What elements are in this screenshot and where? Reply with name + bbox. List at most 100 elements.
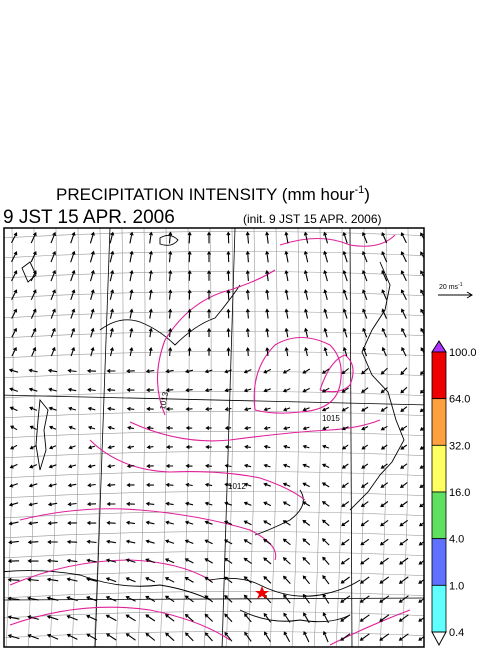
wind-arrow [304, 346, 309, 357]
wind-arrow [359, 633, 370, 641]
colorbar-label: 1.0 [449, 580, 464, 592]
wind-arrow [87, 406, 96, 411]
wind-arrow [145, 614, 156, 622]
wind-arrow [168, 308, 173, 319]
wind-arrow [380, 406, 388, 412]
map: 1013 1015 1012 [4, 228, 424, 647]
wind-arrow [86, 539, 97, 544]
wind-arrow [205, 426, 212, 430]
wind-arrow [381, 327, 387, 338]
wind-arrow [66, 539, 78, 544]
major-meridian [221, 228, 236, 647]
wind-arrow [224, 407, 232, 412]
wind-arrow [342, 327, 348, 338]
wind-arrow [89, 250, 95, 263]
wind-arrow [322, 630, 329, 643]
wind-arrow [109, 346, 114, 357]
wind-arrow [302, 387, 310, 393]
wind-arrow [245, 327, 250, 338]
meridian [137, 228, 146, 647]
wind-arrow [265, 289, 270, 300]
wind-arrow [399, 519, 409, 527]
wind-arrow [342, 289, 348, 300]
wind-arrow [50, 308, 56, 319]
wind-arrow [68, 406, 77, 411]
wind-arrow [106, 633, 117, 641]
wind-arrow [381, 251, 388, 263]
wind-arrow [340, 576, 350, 584]
wind-arrow [204, 501, 213, 506]
wind-arrow [323, 327, 328, 338]
wind-arrow [399, 557, 409, 565]
wind-arrow [400, 367, 408, 375]
wind-arrow [226, 289, 231, 300]
wind-arrow [362, 327, 368, 338]
parallel [4, 291, 424, 299]
wind-arrow [400, 463, 408, 469]
wind-arrow [67, 502, 77, 507]
wind-arrow [184, 369, 194, 374]
wind-arrow [380, 444, 388, 450]
wind-arrow [148, 327, 153, 338]
wind-arrow [28, 387, 38, 392]
wind-arrow [10, 425, 18, 431]
colorbar-label: 32.0 [449, 440, 470, 452]
wind-arrow [27, 615, 39, 620]
wind-arrow [379, 576, 390, 584]
wind-arrow [342, 231, 348, 244]
wind-arrow [125, 520, 136, 525]
parallel [4, 371, 424, 379]
wind-arrow [245, 250, 250, 263]
wind-arrow [28, 368, 38, 373]
parallel [4, 591, 424, 599]
wind-arrow [265, 308, 270, 319]
wind-arrow [165, 632, 175, 642]
wind-arrow [146, 482, 154, 487]
wind-arrow [361, 367, 369, 375]
wind-arrow [165, 407, 174, 411]
wind-arrow [361, 444, 369, 450]
graticule [4, 228, 424, 647]
wind-arrow [284, 289, 289, 300]
wind-arrow [361, 482, 369, 488]
wind-arrow [302, 426, 310, 431]
parallel [4, 351, 424, 359]
wind-arrow [283, 444, 291, 449]
wind-arrow [226, 308, 231, 319]
parallel [4, 391, 424, 399]
wind-arrow [86, 614, 98, 621]
wind-arrow [145, 595, 156, 602]
scale-label-text: 20 ms [439, 284, 459, 291]
wind-arrow [302, 538, 311, 546]
wind-arrow [165, 464, 174, 468]
meridian [423, 643, 424, 647]
colorbar: 100.0 64.0 32.0 16.0 4.0 1.0 0.4 [431, 340, 477, 647]
wind-arrow [7, 596, 20, 601]
wind-arrow [380, 387, 388, 394]
colorbar-segment [431, 491, 447, 540]
wind-arrow [400, 289, 407, 301]
colorbar-segment [431, 351, 447, 400]
wind-arrow [282, 557, 291, 565]
wind-arrow [106, 368, 116, 373]
wind-arrow [90, 327, 95, 338]
wind-arrow [303, 631, 310, 643]
wind-arrow [263, 538, 272, 545]
wind-arrow [340, 557, 350, 565]
wind-arrow [379, 633, 390, 641]
wind-arrow [245, 347, 250, 356]
wind-arrow [148, 308, 153, 319]
wind-arrow [126, 483, 135, 488]
wind-arrow [207, 347, 212, 356]
parallel [4, 491, 424, 499]
parallel [4, 431, 424, 439]
parallel [4, 271, 424, 279]
parallel [4, 471, 424, 479]
wind-arrow [129, 346, 134, 357]
wind-arrow [66, 614, 78, 621]
wind-arrow [105, 614, 117, 622]
wind-arrow [207, 250, 212, 263]
wind-arrow [302, 593, 310, 604]
wind-arrow [184, 539, 194, 545]
